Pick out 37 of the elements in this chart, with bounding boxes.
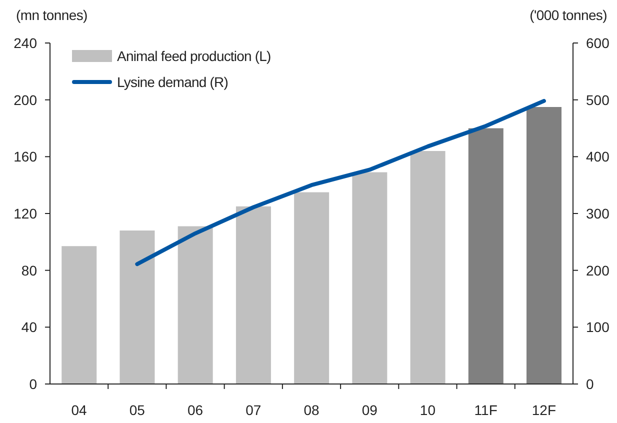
y-tick-label: 160 xyxy=(14,148,38,165)
x-tick-label: 04 xyxy=(71,402,88,418)
legend-label: Animal feed production (L) xyxy=(117,48,271,64)
y-tick-label: 240 xyxy=(14,34,38,51)
x-tick-label: 09 xyxy=(362,402,378,418)
y-tick-label: 120 xyxy=(14,205,38,222)
x-tick-label: 10 xyxy=(420,402,436,418)
bar xyxy=(468,128,504,384)
y-tick-label: 200 xyxy=(14,92,38,108)
bar xyxy=(410,150,446,384)
y-tick-label: 40 xyxy=(21,319,38,336)
bar xyxy=(120,230,155,384)
bar xyxy=(236,206,271,384)
x-tick-label: 05 xyxy=(129,402,146,418)
y2-tick-label: 400 xyxy=(586,148,610,165)
legend-label: Lysine demand (R) xyxy=(117,74,228,90)
bar xyxy=(526,106,562,384)
bar xyxy=(178,226,213,384)
bar xyxy=(352,172,388,384)
y2-tick-label: 200 xyxy=(586,262,610,278)
x-tick-label: 07 xyxy=(246,402,262,418)
bar xyxy=(294,192,330,384)
y2-tick-label: 500 xyxy=(586,92,610,108)
y2-tick-label: 300 xyxy=(586,205,610,222)
x-tick-label: 08 xyxy=(304,402,320,418)
x-tick-label: 06 xyxy=(187,402,204,418)
x-tick-label: 11F xyxy=(474,402,498,418)
y2-axis-title: ('000 tonnes) xyxy=(530,7,607,23)
y2-tick-label: 100 xyxy=(586,319,610,336)
y-tick-label: 0 xyxy=(29,376,38,392)
y-axis-title: (mn tonnes) xyxy=(16,7,88,23)
bar xyxy=(62,246,97,384)
y2-tick-label: 0 xyxy=(586,376,594,392)
line-series xyxy=(135,98,546,266)
x-tick-label: 12F xyxy=(532,402,556,418)
y2-tick-label: 600 xyxy=(586,34,610,51)
y-tick-label: 80 xyxy=(21,262,38,278)
